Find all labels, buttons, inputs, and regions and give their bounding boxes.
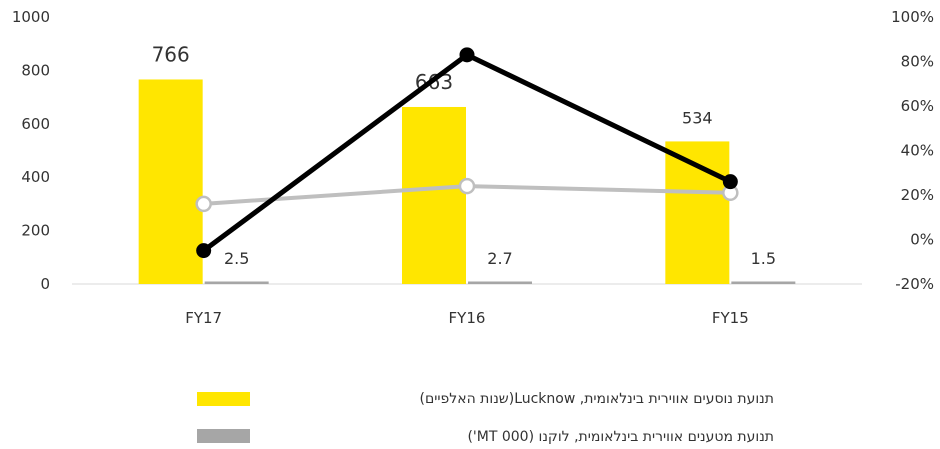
y-right-axis: -20% 0% 20% 40% 60% 80% 100%: [891, 8, 934, 293]
y-right-tick-label: 40%: [901, 142, 934, 160]
y-left-tick-label: 800: [21, 61, 50, 79]
bar-passenger: [138, 79, 203, 284]
data-label-cargo: 2.7: [487, 249, 512, 268]
bar-cargo: [731, 281, 796, 284]
line-series-black: [202, 52, 732, 253]
line-point-black: [196, 243, 212, 259]
bar-cargo: [468, 281, 532, 284]
y-right-tick-label: 100%: [891, 8, 934, 26]
line-point-gray: [458, 177, 476, 195]
data-label-cargo: 1.5: [751, 249, 776, 268]
line-point-black: [459, 47, 475, 63]
bar-passenger: [665, 141, 730, 284]
data-label-passenger: 534: [682, 108, 713, 127]
data-label-passenger: 766: [152, 42, 190, 66]
y-left-axis: 0 200 400 600 800 1000: [12, 8, 50, 293]
y-right-tick-label: 80%: [901, 53, 934, 71]
bar-cargo: [204, 281, 269, 284]
y-left-tick-label: 600: [21, 115, 50, 133]
y-left-tick-label: 400: [21, 168, 50, 186]
x-tick-label: FY17: [185, 309, 222, 327]
lines: [195, 47, 739, 259]
bars: [138, 79, 796, 284]
y-right-tick-label: 0%: [910, 231, 934, 249]
y-right-tick-label: -20%: [895, 275, 934, 293]
y-left-tick-label: 200: [21, 222, 50, 240]
y-right-tick-label: 20%: [901, 186, 934, 204]
y-left-tick-label: 0: [40, 275, 50, 293]
x-axis: FY17 FY16 FY15: [185, 309, 749, 327]
data-label-cargo: 2.5: [224, 249, 249, 268]
x-tick-label: FY15: [712, 309, 749, 327]
bar-passenger: [402, 106, 466, 284]
line-point-black: [722, 174, 738, 190]
y-right-tick-label: 60%: [901, 97, 934, 115]
y-left-tick-label: 1000: [12, 8, 50, 26]
line-point-gray: [195, 195, 212, 213]
x-tick-label: FY16: [449, 309, 486, 327]
